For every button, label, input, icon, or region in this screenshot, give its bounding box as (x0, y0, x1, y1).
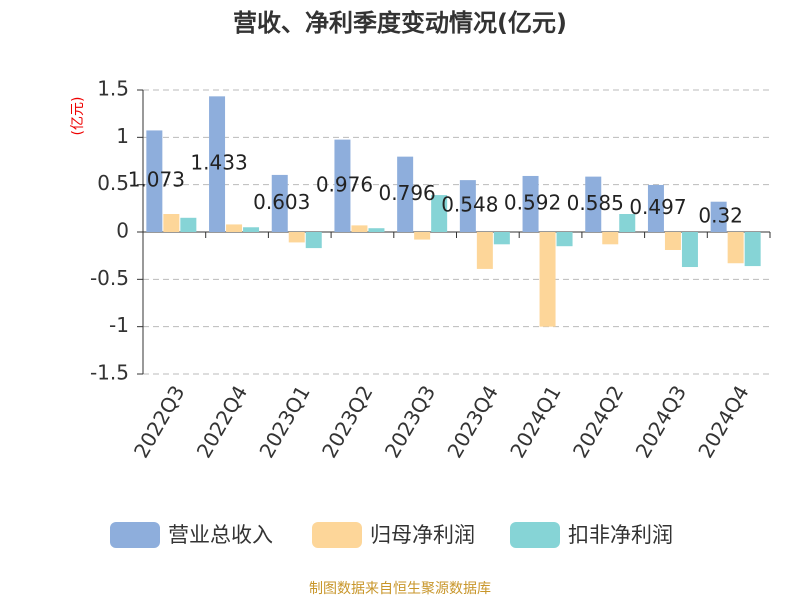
bar (288, 232, 305, 243)
bar (180, 217, 197, 232)
legend-swatch (510, 522, 560, 548)
value-label: 0.976 (316, 172, 373, 196)
bar (334, 139, 351, 232)
legend-label: 扣非净利润 (568, 523, 673, 547)
bar (397, 156, 414, 232)
y-tick-label: -0.5 (90, 266, 129, 290)
bar (647, 184, 664, 232)
bar (243, 227, 260, 232)
y-tick-label: -1.5 (90, 361, 129, 385)
x-tick-label: 2023Q1 (254, 381, 314, 462)
bar (459, 180, 476, 232)
bar (476, 232, 493, 269)
y-tick-label: 0.5 (97, 171, 129, 195)
bar (493, 232, 510, 245)
bar (585, 176, 602, 232)
legend-swatch (110, 522, 160, 548)
bar (664, 232, 681, 250)
legend-label: 归母净利润 (370, 523, 475, 547)
bar (539, 232, 556, 327)
bar (522, 175, 539, 232)
bar (271, 174, 288, 232)
x-tick-label: 2023Q3 (380, 381, 440, 462)
bar (305, 232, 322, 249)
value-label: 0.32 (698, 203, 743, 227)
bar (710, 201, 727, 232)
x-tick-label: 2022Q3 (129, 381, 189, 462)
bar (414, 232, 431, 240)
bar (226, 224, 243, 232)
source-note: 制图数据来自恒生聚源数据库 (309, 581, 491, 597)
y-tick-label: 1 (116, 124, 129, 148)
y-tick-label: 1.5 (97, 77, 129, 101)
value-label: 0.497 (629, 195, 686, 219)
legend-swatch (312, 522, 362, 548)
y-tick-label: -1 (109, 313, 129, 337)
y-tick-label: 0 (116, 219, 129, 243)
value-label: 0.585 (567, 191, 624, 215)
value-label: 0.796 (379, 181, 436, 205)
bar (744, 232, 761, 267)
x-tick-label: 2022Q4 (192, 381, 252, 462)
bar (209, 96, 226, 232)
bar (681, 232, 698, 268)
y-unit: (亿元) (70, 97, 86, 136)
value-label: 0.603 (253, 190, 310, 214)
value-label: 1.433 (190, 151, 247, 175)
value-label: 1.073 (128, 168, 185, 192)
x-tick-label: 2023Q2 (317, 381, 377, 462)
bar (368, 228, 385, 232)
bar (146, 130, 163, 232)
bar (556, 232, 573, 247)
bar (163, 214, 180, 232)
bar (727, 232, 744, 264)
legend-label: 营业总收入 (168, 523, 273, 547)
x-tick-label: 2024Q4 (693, 381, 753, 462)
value-label: 0.548 (441, 193, 498, 217)
x-tick-label: 2023Q4 (442, 381, 502, 462)
bar (619, 214, 636, 232)
x-tick-label: 2024Q2 (568, 381, 628, 462)
chart-title: 营收、净利季度变动情况(亿元) (233, 9, 567, 37)
bar (351, 225, 368, 232)
bar (431, 195, 448, 232)
x-tick-label: 2024Q1 (505, 381, 565, 462)
x-tick-label: 2024Q3 (631, 381, 691, 462)
value-label: 0.592 (504, 190, 561, 214)
bar (602, 232, 619, 245)
